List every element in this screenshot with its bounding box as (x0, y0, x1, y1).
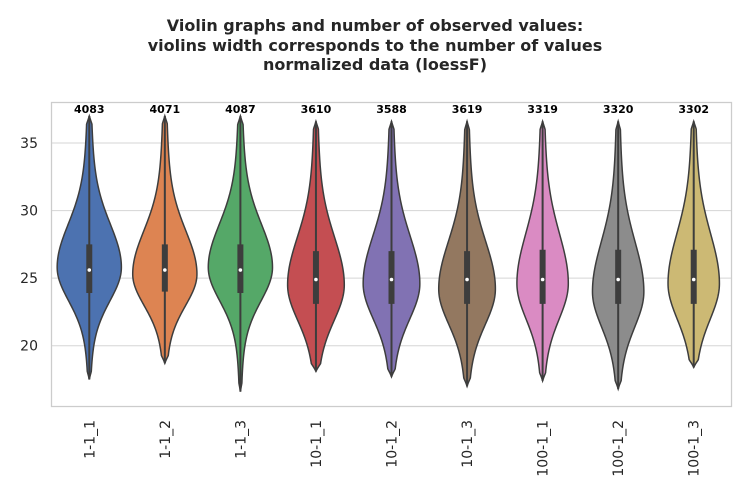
median-point (314, 277, 318, 282)
chart-title-line-3: normalized data (loessF) (262, 55, 488, 74)
violin-1-1_1 (56, 113, 123, 380)
violin-10-1_1 (286, 118, 346, 374)
median-point (389, 277, 394, 282)
median-point (540, 277, 545, 282)
violin-100-1_3 (667, 118, 721, 369)
count-label: 3588 (376, 103, 407, 116)
x-tick-label: 1-1_1 (82, 420, 98, 459)
chart-title-line-2: violins width corresponds to the number … (147, 35, 603, 55)
x-axis: 1-1_1 1-1_2 1-1_3 10-1_1 10-1_2 10-1_3 100-1_1… (82, 420, 702, 477)
x-tick-label: 100-1_3 (687, 420, 703, 477)
x-tick-label: 100-1_1 (536, 420, 552, 477)
x-tick-label: 1-1_3 (233, 420, 249, 459)
median-point (238, 268, 243, 272)
violin-10-1_3 (437, 118, 497, 389)
x-tick-label: 10-1_1 (309, 420, 325, 468)
x-tick-label: 100-1_2 (611, 420, 627, 477)
y-tick-label: 30 (20, 204, 38, 220)
x-tick-label: 10-1_2 (385, 420, 401, 468)
median-point (465, 277, 469, 282)
chart-title: Violin graphs and number of observed val… (0, 16, 750, 75)
chart-title-line-1: Violin graphs and number of observed val… (166, 16, 584, 35)
count-labels: 4083 4071 4087 3610 3588 3619 3319 3320 3302 (74, 103, 709, 116)
median-point (87, 268, 92, 272)
violin-1-1_3 (207, 113, 274, 392)
violin-10-1_2 (362, 118, 421, 379)
x-tick-label: 1-1_2 (158, 420, 174, 459)
count-label: 3302 (678, 103, 709, 116)
plot-frame (50, 101, 733, 408)
y-tick-label: 20 (20, 339, 38, 355)
count-label: 3619 (452, 103, 483, 116)
median-point (163, 268, 167, 272)
violin-100-1_1 (516, 118, 570, 384)
median-point (691, 277, 696, 282)
violin-1-1_2 (131, 113, 198, 366)
violin-100-1_2 (591, 118, 645, 392)
count-label: 3319 (527, 103, 558, 116)
median-point (616, 277, 620, 282)
y-tick-label: 35 (20, 136, 38, 152)
count-label: 3610 (301, 103, 332, 116)
violins (56, 113, 721, 392)
count-label: 4071 (150, 103, 181, 116)
count-label: 3320 (603, 103, 634, 116)
y-tick-label: 25 (20, 271, 38, 287)
count-label: 4083 (74, 103, 105, 116)
y-axis: 20 25 30 35 (20, 136, 38, 355)
x-tick-label: 10-1_3 (460, 420, 476, 468)
count-label: 4087 (225, 103, 256, 116)
